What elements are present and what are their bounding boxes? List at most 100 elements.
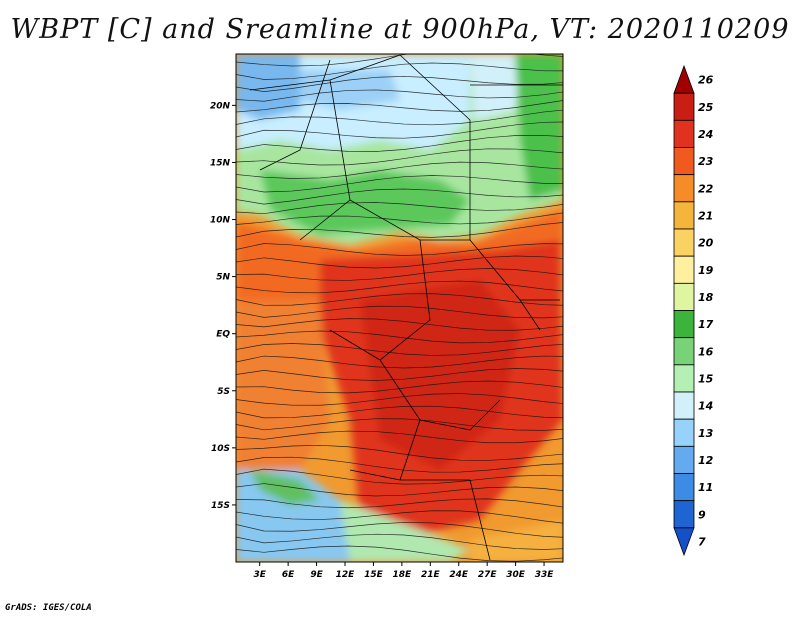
streamline <box>236 305 563 319</box>
colorbar-label: 19 <box>698 264 714 277</box>
streamline <box>236 62 563 80</box>
streamline <box>236 355 563 369</box>
shaded-field <box>236 54 563 562</box>
colorbar-label: 14 <box>698 400 713 413</box>
colorbar-cell <box>673 255 695 284</box>
colorbar-label: 22 <box>698 182 714 195</box>
streamline <box>236 121 563 139</box>
streamline <box>236 188 563 205</box>
streamline <box>236 318 563 331</box>
map-axes: 20N 15N 10N 5N EQ 5S 10S 15S 3E 6E 9E 12E 15E 18E 21E 2… <box>210 101 554 580</box>
colorbar-label: 7 <box>698 535 706 548</box>
streamline <box>236 444 563 461</box>
streamline <box>236 483 563 497</box>
streamline <box>236 522 563 538</box>
streamline <box>236 533 563 550</box>
streamline <box>236 280 563 294</box>
streamline <box>236 456 563 473</box>
lat-label: 10S <box>211 444 230 454</box>
colorbar-cell <box>673 473 695 502</box>
streamlines <box>236 54 563 562</box>
colorbar-cell <box>673 391 695 420</box>
colorbar-label: 11 <box>698 481 713 494</box>
streamline <box>236 89 563 102</box>
streamline <box>236 100 563 113</box>
colorbar-cell <box>673 364 695 393</box>
colorbar-cell <box>673 337 695 366</box>
colorbar-cell <box>673 418 695 447</box>
colorbar-label: 18 <box>698 291 714 304</box>
colorbar-label: 16 <box>698 345 714 358</box>
grads-credit: GrADS: IGES/COLA <box>5 603 92 613</box>
streamline <box>236 418 563 431</box>
streamline <box>236 343 563 356</box>
colorbar-cell <box>673 201 695 230</box>
streamline <box>236 498 563 509</box>
lon-label: 21E <box>421 570 441 580</box>
colorbar-label: 25 <box>698 101 714 114</box>
colorbar-cell <box>673 527 695 557</box>
colorbar-cell <box>673 282 695 311</box>
streamline <box>236 330 563 344</box>
streamline <box>236 161 563 179</box>
streamline <box>236 268 563 281</box>
colorbar-label: 20 <box>698 237 714 250</box>
colorbar-label: 13 <box>698 427 714 440</box>
colorbar-cell <box>673 310 695 339</box>
colorbar-label: 15 <box>698 372 714 385</box>
streamline <box>236 430 563 444</box>
colorbar-cell <box>673 228 695 257</box>
streamline <box>236 175 563 193</box>
colorbar: 26 25 24 23 22 21 20 19 18 17 16 15 14 13 12 11 9 7 <box>673 64 714 557</box>
streamline <box>236 545 563 562</box>
streamline <box>236 54 563 67</box>
map-frame <box>235 53 564 563</box>
colorbar-cell <box>673 500 695 529</box>
streamline <box>236 202 563 215</box>
lon-label: 3E <box>253 570 266 580</box>
colorbar-label: 23 <box>698 155 714 168</box>
lat-label: 15S <box>211 501 230 511</box>
colorbar-label: 24 <box>698 128 713 141</box>
lon-label: 12E <box>336 570 356 580</box>
lat-label: 5S <box>217 387 230 397</box>
colorbar-cell <box>673 92 695 121</box>
lon-label: 27E <box>478 570 498 580</box>
lat-label: 5N <box>216 273 230 283</box>
streamline <box>236 243 563 256</box>
colorbar-label: 26 <box>698 74 714 87</box>
colorbar-cell <box>673 174 695 203</box>
streamline <box>236 368 563 381</box>
colorbar-label: 9 <box>698 508 706 521</box>
colorbar-cell <box>673 147 695 176</box>
colorbar-cell <box>673 119 695 148</box>
lon-label: 6E <box>282 570 295 580</box>
lon-label: 18E <box>393 570 413 580</box>
colorbar-label: 12 <box>698 454 714 467</box>
streamline <box>236 135 563 152</box>
streamline <box>236 222 563 238</box>
colorbar-cell <box>673 64 695 94</box>
lon-label: 30E <box>506 570 526 580</box>
colorbar-label: 17 <box>698 318 714 331</box>
streamline <box>236 109 563 126</box>
map-title: WBPT [C] and Sreamline at 900hPa, VT: 20… <box>10 14 790 45</box>
streamline <box>236 148 563 166</box>
lon-label: 15E <box>364 570 384 580</box>
streamline <box>236 510 563 524</box>
lat-label: 20N <box>210 101 231 111</box>
colorbar-label: 21 <box>698 209 713 222</box>
streamline <box>236 293 563 306</box>
streamline <box>236 405 563 419</box>
lon-label: 9E <box>310 570 323 580</box>
lon-label: 24E <box>449 570 469 580</box>
colorbar-cell <box>673 445 695 474</box>
streamline <box>236 212 563 225</box>
streamline <box>236 76 563 93</box>
lat-label: 10N <box>210 216 231 226</box>
streamline <box>236 255 563 269</box>
lat-label: 15N <box>210 158 231 168</box>
lon-label: 33E <box>535 570 555 580</box>
streamline <box>236 380 563 394</box>
